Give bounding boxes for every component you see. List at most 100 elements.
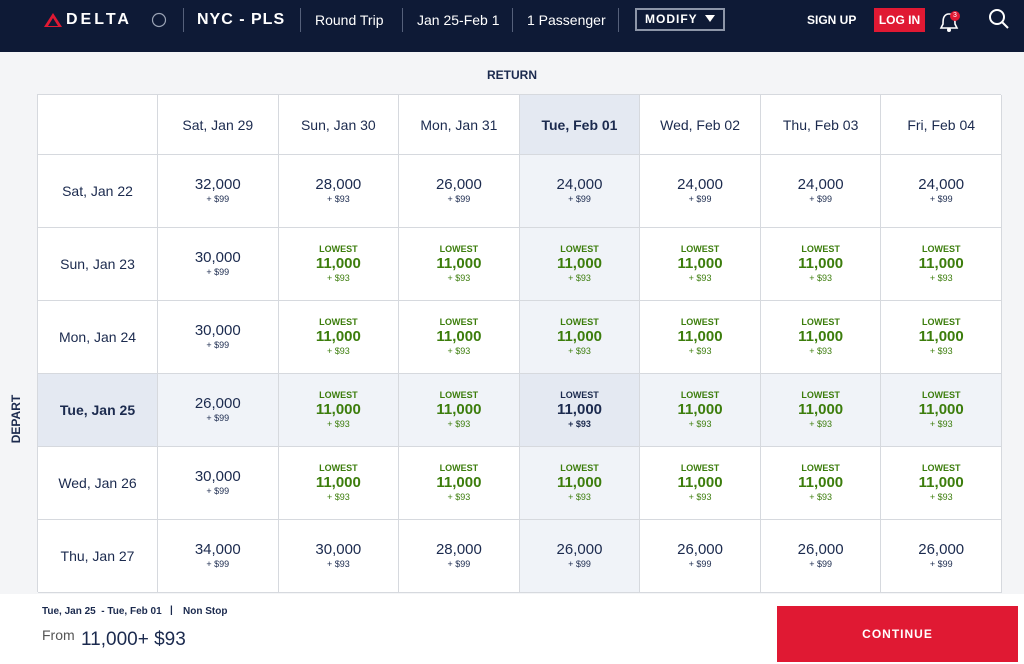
search-icon[interactable] bbox=[987, 7, 1011, 31]
fare-cell[interactable]: 28,000 + $93 bbox=[278, 155, 400, 228]
lowest-tag: LOWEST bbox=[319, 389, 358, 400]
fare-cell[interactable]: LOWEST 11,000 + $93 bbox=[519, 447, 641, 520]
fee: + $99 bbox=[809, 194, 833, 204]
miles: 26,000 bbox=[677, 541, 723, 558]
lowest-tag: LOWEST bbox=[921, 243, 961, 254]
fee: + $93 bbox=[326, 559, 350, 569]
lowest-tag: LOWEST bbox=[319, 316, 358, 327]
route[interactable]: NYC - PLS bbox=[197, 11, 286, 28]
fare-cell[interactable]: 30,000 + $99 bbox=[158, 301, 279, 374]
notification-count: 3 bbox=[953, 12, 957, 19]
fare-cell[interactable]: 26,000 + $99 bbox=[399, 155, 520, 228]
miles: 28,000 bbox=[435, 541, 482, 558]
miles: 11,000 bbox=[315, 254, 361, 272]
fare-cell[interactable]: 24,000 + $99 bbox=[640, 155, 761, 228]
lowest-tag: LOWEST bbox=[680, 316, 720, 327]
fare-cell[interactable]: LOWEST 11,000 + $93 bbox=[760, 447, 882, 520]
fee: + $93 bbox=[809, 345, 833, 356]
logo[interactable]: DELTA bbox=[66, 11, 132, 28]
fee: + $99 bbox=[447, 559, 471, 569]
fare-cell[interactable]: 28,000 + $99 bbox=[399, 520, 520, 593]
sign-up[interactable]: SIGN UP bbox=[807, 13, 857, 27]
miles: 11,000 bbox=[918, 327, 964, 345]
fare-cell[interactable]: 26,000 + $99 bbox=[158, 374, 279, 447]
miles: 24,000 bbox=[556, 176, 603, 193]
fare-cell[interactable]: LOWEST 11,000 + $93 bbox=[760, 374, 882, 447]
fare-cell[interactable]: 26,000 + $99 bbox=[760, 520, 882, 593]
fee: + $93 bbox=[568, 491, 591, 502]
top-bar: DELTA NYC - PLS Round Trip Jan 25-Feb 1 … bbox=[0, 0, 1024, 52]
fare-cell[interactable]: LOWEST 11,000 + $93 bbox=[519, 374, 641, 447]
fare-cell[interactable]: 30,000 + $93 bbox=[278, 520, 400, 593]
fare-cell[interactable]: LOWEST 11,000 + $93 bbox=[399, 447, 520, 520]
fare-cell[interactable]: 30,000 + $99 bbox=[158, 228, 279, 301]
fare-cell[interactable]: LOWEST 11,000 + $93 bbox=[760, 228, 882, 301]
fee: + $93 bbox=[809, 272, 833, 283]
trip-type[interactable]: Round Trip bbox=[315, 12, 384, 28]
fare-cell[interactable]: 26,000 + $99 bbox=[881, 520, 1002, 593]
lowest-tag: LOWEST bbox=[560, 316, 599, 327]
fare-cell[interactable]: 24,000 + $99 bbox=[881, 155, 1002, 228]
fare-cell[interactable]: LOWEST 11,000 + $93 bbox=[519, 301, 641, 374]
fare-cell[interactable]: 24,000 + $99 bbox=[760, 155, 882, 228]
miles: 26,000 bbox=[797, 541, 844, 558]
fare-cell[interactable]: LOWEST 11,000 + $93 bbox=[278, 447, 400, 520]
return-date: Thu, Feb 03 bbox=[760, 95, 882, 155]
fee: + $99 bbox=[206, 194, 230, 204]
miles: 24,000 bbox=[677, 176, 723, 193]
fee: + $93 bbox=[809, 418, 833, 429]
passengers[interactable]: 1 Passenger bbox=[527, 12, 606, 28]
fare-cell[interactable]: LOWEST 11,000 + $93 bbox=[881, 447, 1002, 520]
fare-cell[interactable]: 30,000 + $99 bbox=[158, 447, 279, 520]
fee: + $99 bbox=[809, 559, 833, 569]
miles: 11,000 bbox=[556, 400, 603, 418]
fare-cell[interactable]: LOWEST 11,000 + $93 bbox=[399, 301, 520, 374]
fee: + $93 bbox=[688, 345, 712, 356]
fare-cell[interactable]: LOWEST 11,000 + $93 bbox=[640, 301, 761, 374]
selection: Tue, Jan 25 - Tue, Feb 01 bbox=[42, 606, 162, 617]
fare-cell[interactable]: LOWEST 11,000 + $93 bbox=[399, 374, 520, 447]
lowest-tag: LOWEST bbox=[439, 316, 479, 327]
fare-cell[interactable]: 26,000 + $99 bbox=[640, 520, 761, 593]
depart-label: DEPART bbox=[9, 394, 23, 444]
continue-button[interactable]: CONTINUE bbox=[777, 606, 1018, 662]
fee: + $93 bbox=[447, 418, 471, 429]
fare-cell[interactable]: LOWEST 11,000 + $93 bbox=[640, 374, 761, 447]
fare-cell[interactable]: 32,000 + $99 bbox=[158, 155, 279, 228]
log-in[interactable]: LOG IN bbox=[874, 8, 925, 32]
lowest-tag: LOWEST bbox=[921, 389, 961, 400]
fare-cell[interactable]: 34,000 + $99 bbox=[158, 520, 279, 593]
miles: 11,000 bbox=[315, 327, 361, 345]
bell-icon[interactable] bbox=[938, 10, 962, 34]
fare-cell[interactable]: LOWEST 11,000 + $93 bbox=[278, 228, 400, 301]
fare-cell[interactable]: 26,000 + $99 bbox=[519, 520, 641, 593]
from-label: From bbox=[42, 627, 75, 643]
fee: + $99 bbox=[929, 194, 953, 204]
fare-cell[interactable]: LOWEST 11,000 + $93 bbox=[278, 301, 400, 374]
lowest-tag: LOWEST bbox=[921, 462, 961, 473]
fare-cell[interactable]: LOWEST 11,000 + $93 bbox=[640, 447, 761, 520]
fee: + $93 bbox=[326, 418, 350, 429]
miles: 11,000 bbox=[556, 473, 603, 491]
fee: + $99 bbox=[568, 559, 591, 569]
fare-cell[interactable]: LOWEST 11,000 + $93 bbox=[881, 301, 1002, 374]
fare-cell[interactable]: LOWEST 11,000 + $93 bbox=[519, 228, 641, 301]
modify-button[interactable]: MODIFY bbox=[635, 8, 725, 31]
fee: + $93 bbox=[326, 194, 350, 204]
fare-cell[interactable]: LOWEST 11,000 + $93 bbox=[640, 228, 761, 301]
fare-cell[interactable]: LOWEST 11,000 + $93 bbox=[881, 374, 1002, 447]
fee: + $93 bbox=[447, 272, 471, 283]
corner-cell bbox=[38, 95, 158, 155]
fare-cell[interactable]: LOWEST 11,000 + $93 bbox=[278, 374, 400, 447]
fare-cell[interactable]: LOWEST 11,000 + $93 bbox=[399, 228, 520, 301]
fare-cell[interactable]: LOWEST 11,000 + $93 bbox=[760, 301, 882, 374]
fee: + $93 bbox=[568, 272, 591, 283]
lowest-tag: LOWEST bbox=[560, 243, 599, 254]
dates[interactable]: Jan 25-Feb 1 bbox=[417, 12, 500, 28]
fare-cell[interactable]: 24,000 + $99 bbox=[519, 155, 641, 228]
lowest-tag: LOWEST bbox=[801, 462, 840, 473]
miles: 11,000 bbox=[556, 254, 603, 272]
fee: + $93 bbox=[568, 418, 591, 429]
logo-mark bbox=[44, 13, 62, 27]
fare-cell[interactable]: LOWEST 11,000 + $93 bbox=[881, 228, 1002, 301]
